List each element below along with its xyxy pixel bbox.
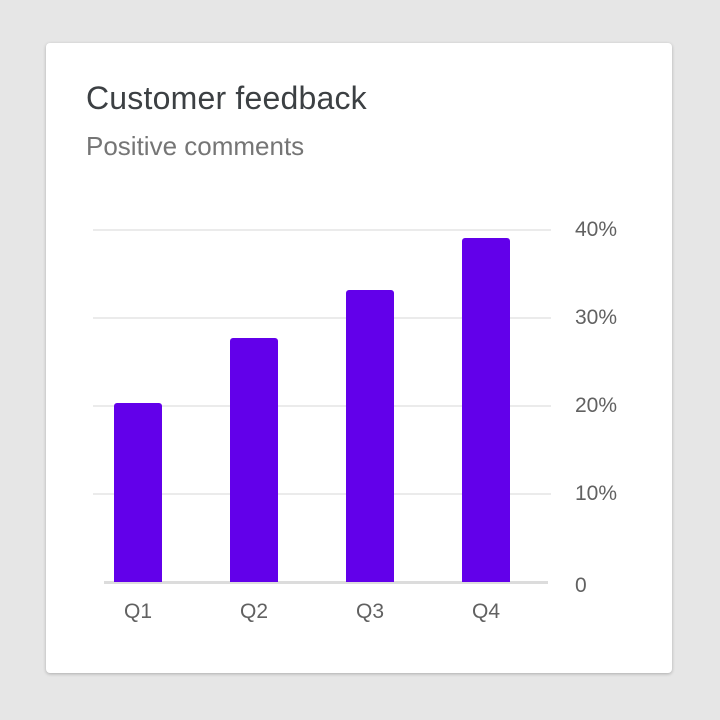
bar-q1[interactable] bbox=[114, 403, 162, 582]
y-tick-label: 30% bbox=[575, 306, 618, 329]
gridline bbox=[93, 493, 551, 495]
y-tick-label: 10% bbox=[575, 482, 618, 505]
bar-q2[interactable] bbox=[230, 338, 278, 582]
y-tick-label: 0 bbox=[575, 574, 587, 597]
x-tick-label: Q1 bbox=[123, 600, 152, 623]
bar-q4[interactable] bbox=[462, 237, 510, 582]
gridline bbox=[93, 229, 551, 231]
card-title: Customer feedback bbox=[86, 80, 367, 116]
x-axis-baseline bbox=[104, 581, 548, 584]
y-tick-label: 20% bbox=[575, 394, 618, 417]
x-tick-label: Q2 bbox=[239, 600, 268, 623]
y-tick-label: 40% bbox=[575, 218, 618, 241]
x-tick-label: Q4 bbox=[471, 600, 500, 623]
bar-q3[interactable] bbox=[346, 289, 394, 582]
x-tick-label: Q3 bbox=[355, 600, 384, 623]
gridline bbox=[93, 317, 551, 319]
card-subtitle: Positive comments bbox=[86, 131, 305, 161]
gridline bbox=[93, 405, 551, 407]
